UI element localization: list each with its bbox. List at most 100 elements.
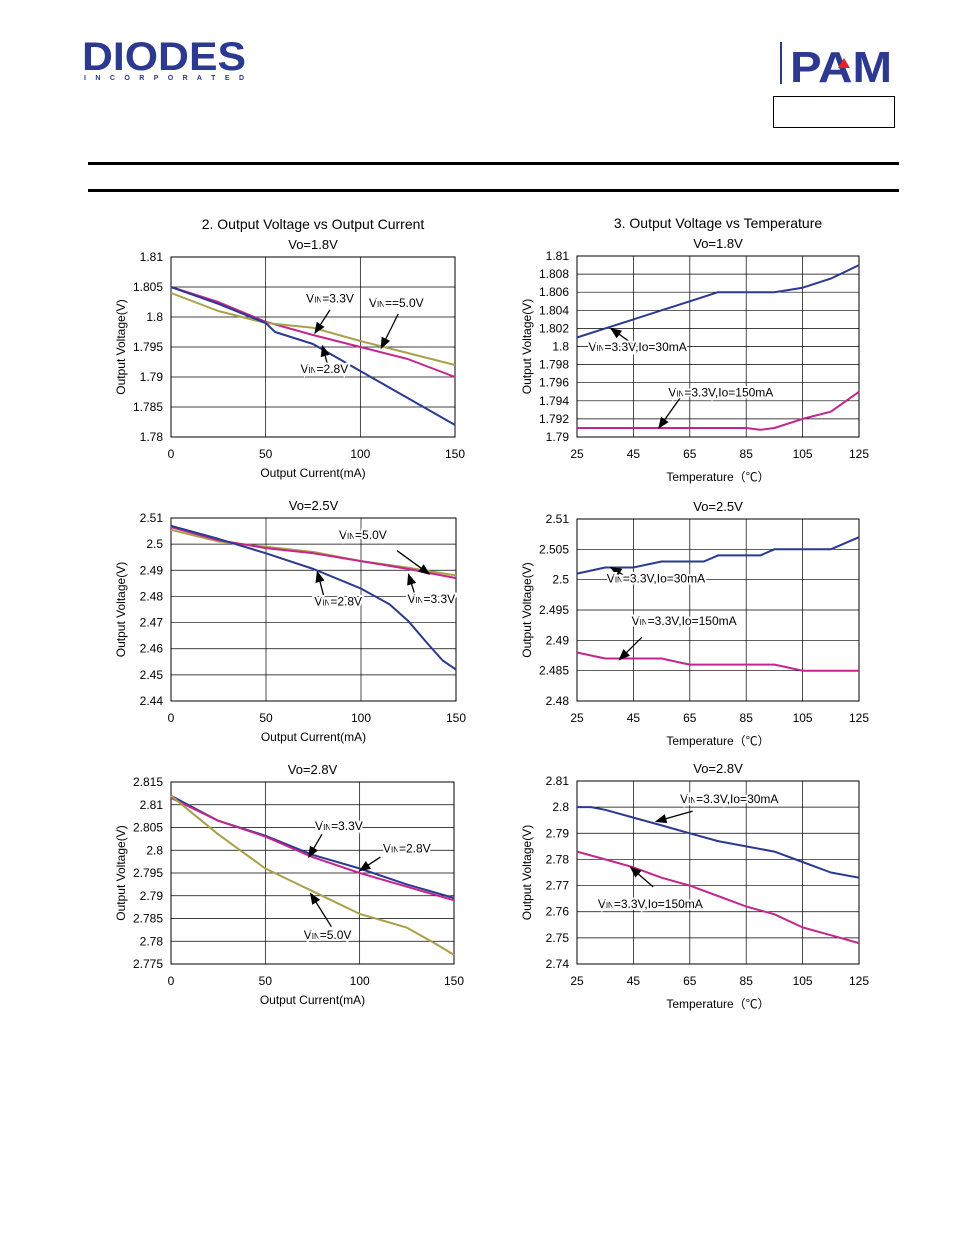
x-tick-label: 125 [849, 711, 869, 725]
label-v: V [314, 595, 322, 609]
y-tick-label: 1.794 [539, 394, 569, 408]
y-tick-label: 1.808 [539, 267, 569, 281]
y-tick-label: 1.79 [140, 370, 164, 384]
y-tick-label: 1.802 [539, 321, 569, 335]
annotation-label: VIN=3.3V [315, 819, 363, 833]
x-tick-label: 0 [168, 974, 175, 988]
header-rule-top [88, 162, 899, 165]
x-tick-label: 65 [683, 974, 697, 988]
annotation-label: VIN=3.3V,Io=150mA [632, 614, 737, 628]
chart-6: 2.74 2.75 2.76 2.77 2.78 2.79 2.8 2.81 25 45 65 85 1… [520, 761, 869, 1011]
series-line [577, 390, 860, 431]
y-tick-label: 2.78 [546, 852, 570, 866]
x-tick-label: 105 [793, 974, 813, 988]
y-axis-label: Output Voltage(V) [520, 825, 534, 920]
chart-2: 1.79 1.792 1.794 1.796 1.798 1.8 1.802 1.804 1.8… [520, 215, 869, 484]
label-subscript: IN [309, 366, 317, 375]
header-rule-bottom [88, 189, 899, 192]
label-subscript: IN [323, 823, 331, 832]
label-subscript: IN [312, 932, 320, 941]
plot-frame [576, 780, 860, 965]
label-rest: =3.3V,Io=30mA [696, 792, 778, 806]
series-line [170, 286, 456, 426]
x-tick-label: 25 [570, 974, 584, 988]
pam-logo: PAM [780, 42, 892, 88]
label-rest: =3.3V,Io=30mA [604, 340, 686, 354]
annotation-label: VIN=5.0V [304, 928, 352, 942]
y-tick-label: 2.78 [140, 934, 164, 948]
x-tick-label: 125 [849, 974, 869, 988]
x-tick-label: 100 [350, 974, 370, 988]
y-tick-label: 1.795 [133, 340, 163, 354]
label-rest: ==5.0V [385, 296, 424, 310]
x-axis-label: Output Current(mA) [260, 466, 365, 480]
chart-subtitle: Vo=1.8V [288, 237, 338, 252]
chart-3: 2.44 2.45 2.46 2.47 2.48 2.49 2.5 2.51 0 50 100 150… [114, 498, 466, 744]
series-line [576, 850, 860, 945]
annotation-label: VIN=5.0V [339, 528, 387, 542]
chart-4: 2.48 2.485 2.49 2.495 2.5 2.505 2.51 25 45 65 85 10… [520, 499, 869, 748]
y-tick-label: 2.74 [546, 957, 570, 971]
y-tick-label: 2.49 [140, 563, 164, 577]
chart-1: 1.78 1.785 1.79 1.795 1.8 1.805 1.81 0 50 100 150 2… [114, 216, 465, 480]
y-axis-label: Output Voltage(V) [114, 825, 128, 920]
label-subscript: IN [322, 599, 330, 608]
y-tick-label: 2.46 [140, 642, 164, 656]
y-tick-label: 2.795 [133, 866, 163, 880]
x-tick-label: 85 [740, 974, 754, 988]
x-tick-label: 50 [259, 447, 273, 461]
annotation-label: VIN=3.3V,Io=30mA [588, 340, 686, 354]
pam-logo-triangle-icon [838, 58, 850, 68]
y-tick-label: 2.48 [140, 589, 164, 603]
y-tick-label: 2.5 [552, 573, 569, 587]
annotation-label: VIN=2.8V [383, 842, 431, 856]
label-subscript: IN [688, 796, 696, 805]
y-axis-label: Output Voltage(V) [520, 562, 534, 657]
annotation-label: VIN=3.3V [306, 292, 354, 306]
annotation-arrow [407, 573, 417, 593]
chart-subtitle: Vo=2.5V [693, 499, 743, 514]
y-tick-label: 2.805 [133, 821, 163, 835]
label-rest: =3.3V,Io=30mA [623, 572, 705, 586]
label-rest: =2.8V [399, 842, 431, 856]
y-axis-label: Output Voltage(V) [520, 299, 534, 394]
label-subscript: IN [606, 901, 614, 910]
x-tick-label: 150 [446, 711, 466, 725]
label-v: V [607, 572, 615, 586]
label-subscript: IN [596, 344, 604, 353]
x-axis-label: Output Current(mA) [261, 730, 366, 744]
y-tick-label: 1.805 [133, 280, 163, 294]
annotation-label: VIN=3.3V,Io=30mA [607, 572, 705, 586]
label-v: V [383, 842, 391, 856]
diodes-logo: DIODES I N C O R P O R A T E D [82, 36, 246, 82]
chart-subtitle: Vo=1.8V [693, 236, 743, 251]
label-subscript: IN [615, 576, 623, 585]
x-tick-label: 105 [793, 711, 813, 725]
x-tick-label: 125 [849, 447, 869, 461]
y-tick-label: 2.81 [140, 798, 164, 812]
label-rest: =3.3V [423, 592, 455, 606]
x-tick-label: 100 [350, 447, 370, 461]
label-subscript: IN [415, 596, 423, 605]
y-tick-label: 2.485 [539, 664, 569, 678]
y-tick-label: 1.796 [539, 376, 569, 390]
annotation-arrow [315, 570, 326, 601]
pam-logo-bar [780, 42, 782, 84]
x-tick-label: 50 [259, 711, 273, 725]
label-v: V [301, 362, 309, 376]
label-rest: =3.3V,Io=150mA [684, 385, 773, 399]
x-tick-label: 45 [627, 711, 641, 725]
x-axis-label: Temperature（℃） [666, 997, 769, 1011]
y-tick-label: 1.806 [539, 285, 569, 299]
annotation-arrow [658, 395, 682, 429]
y-axis-label: Output Voltage(V) [114, 299, 128, 394]
label-subscript: IN [377, 300, 385, 309]
y-tick-label: 2.44 [140, 694, 164, 708]
x-tick-label: 45 [627, 447, 641, 461]
annotation-label: VIN==5.0V [369, 296, 424, 310]
y-tick-label: 1.792 [539, 412, 569, 426]
diodes-logo-text: DIODES [82, 36, 246, 79]
label-v: V [668, 385, 676, 399]
annotation-arrow [654, 810, 693, 824]
label-rest: =2.8V [330, 595, 362, 609]
